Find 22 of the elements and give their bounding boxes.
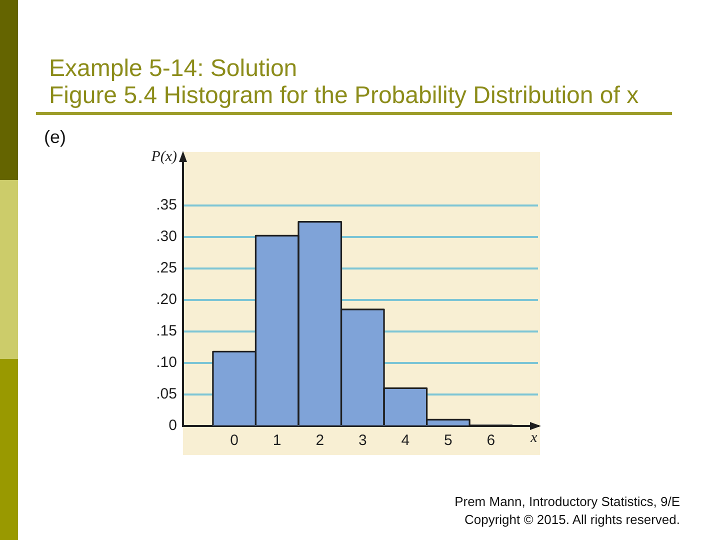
x-tick-label: 6 [486, 432, 496, 450]
y-tick-label: .05 [156, 386, 177, 403]
chart-subtitle: Figure 5.4 Histogram for the Probability Distribution of x [49, 82, 639, 109]
y-tick-label: 0 [168, 417, 177, 434]
x-tick-label: 4 [401, 432, 410, 450]
y-axis-title: P(x) [150, 148, 178, 165]
text: Prem Mann, Introductory Statistics, 9/E [454, 493, 680, 511]
y-tick-label: .15 [156, 322, 177, 340]
y-tick-label: .25 [156, 260, 177, 277]
x-tick-label: 1 [272, 432, 282, 450]
chart-title: Example 5-14: Solution [49, 55, 298, 82]
x-tick-label: 0 [230, 432, 238, 450]
x-axis-title: x [530, 430, 538, 446]
y-tick-label: .20 [156, 291, 177, 308]
y-tick-label: .35 [156, 196, 177, 214]
x-tick-label: 2 [316, 432, 324, 450]
text: Copyright © 2015. All rights reserved. [463, 511, 680, 529]
text: (e) [44, 126, 66, 148]
x-tick-label: 5 [444, 432, 452, 450]
y-tick-label: .10 [156, 354, 177, 372]
x-tick-label: 3 [358, 432, 367, 450]
y-tick-label: .30 [156, 228, 177, 246]
